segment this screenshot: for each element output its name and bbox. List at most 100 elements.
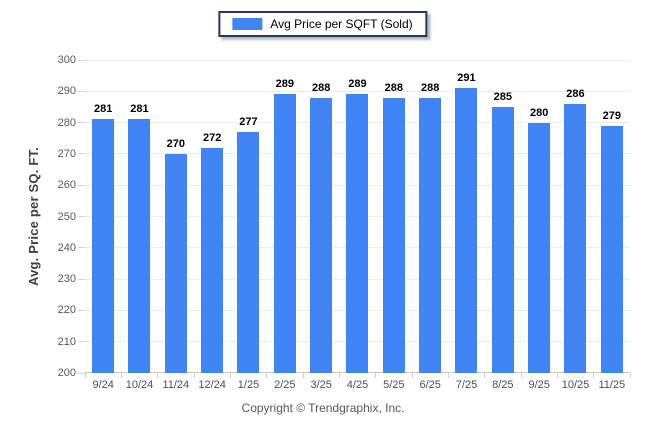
x-category-label-9/24: 9/24 bbox=[92, 379, 114, 391]
gridline-y-290 bbox=[85, 90, 630, 92]
bar-value-label-11/24: 270 bbox=[166, 137, 185, 150]
bar-value-label-2/25: 289 bbox=[275, 78, 294, 91]
y-tick-label-260: 260 bbox=[57, 179, 76, 192]
y-axis-tick-210 bbox=[78, 341, 85, 343]
y-axis-tick-230 bbox=[78, 278, 85, 280]
x-category-label-10/25: 10/25 bbox=[561, 379, 590, 391]
bar-9/25 bbox=[528, 122, 551, 373]
x-axis-boundary-tick bbox=[593, 373, 595, 378]
x-category-label-6/25: 6/25 bbox=[419, 379, 441, 391]
bar-slot-12/24: 272 12/24 bbox=[194, 60, 230, 391]
bar-slot-9/24: 281 9/24 bbox=[85, 60, 121, 391]
y-tick-label-230: 230 bbox=[57, 273, 76, 286]
y-tick-label-270: 270 bbox=[57, 147, 76, 160]
bar-slot-10/24: 281 10/24 bbox=[121, 60, 157, 391]
bar-11/24 bbox=[164, 153, 187, 373]
x-category-label-11/25: 11/25 bbox=[598, 379, 626, 391]
y-axis-tick-labels: 200 210 220 230 240 250 260 270 280 290 300 bbox=[0, 54, 76, 379]
bar-8/25 bbox=[491, 106, 514, 373]
x-category-label-3/25: 3/25 bbox=[310, 379, 332, 391]
bar-3/25 bbox=[310, 97, 333, 373]
y-axis-tick-260 bbox=[78, 184, 85, 186]
x-axis-boundary-tick bbox=[520, 373, 522, 378]
x-category-label-5/25: 5/25 bbox=[383, 379, 405, 391]
bar-slot-10/25: 286 10/25 bbox=[557, 60, 593, 391]
bar-10/24 bbox=[128, 119, 151, 373]
bar-11/25 bbox=[600, 125, 623, 373]
x-axis-boundary-tick bbox=[229, 373, 231, 378]
bar-slot-9/25: 280 9/25 bbox=[521, 60, 557, 391]
bar-9/24 bbox=[92, 119, 115, 373]
y-axis-tick-200 bbox=[78, 372, 85, 374]
plot-area: 281 9/24 281 10/24 270 11/24 272 12/24 277 1/25 28… bbox=[78, 59, 631, 391]
x-category-label-10/24: 10/24 bbox=[125, 379, 154, 391]
x-category-label-12/24: 12/24 bbox=[198, 379, 226, 391]
bar-slot-1/25: 277 1/25 bbox=[230, 60, 266, 391]
bar-value-label-10/25: 286 bbox=[566, 87, 585, 100]
bar-slot-7/25: 291 7/25 bbox=[448, 60, 484, 391]
y-axis-tick-220 bbox=[78, 309, 85, 311]
bar-7/25 bbox=[455, 88, 478, 373]
bar-value-label-9/25: 280 bbox=[529, 106, 549, 119]
footer-copyright: Copyright © Trendgraphix, Inc. bbox=[241, 401, 405, 415]
bar-slot-4/25: 289 4/25 bbox=[339, 60, 375, 391]
bar-slot-8/25: 285 8/25 bbox=[485, 60, 521, 391]
y-axis-tick-240 bbox=[78, 247, 85, 249]
bar-10/25 bbox=[564, 103, 587, 373]
x-category-label-9/25: 9/25 bbox=[528, 379, 550, 391]
bar-value-label-9/24: 281 bbox=[93, 103, 113, 116]
bar-value-label-3/25: 288 bbox=[311, 81, 331, 94]
bar-slot-5/25: 288 5/25 bbox=[376, 60, 412, 391]
x-axis-boundary-tick bbox=[302, 373, 304, 378]
bar-value-label-12/24: 272 bbox=[202, 131, 222, 144]
bar-4/25 bbox=[346, 94, 369, 373]
x-axis-boundary-tick bbox=[84, 373, 86, 378]
x-category-label-2/25: 2/25 bbox=[274, 379, 296, 391]
y-tick-label-250: 250 bbox=[57, 210, 76, 223]
chart-legend: Avg Price per SQFT (Sold) bbox=[218, 11, 428, 37]
bar-value-label-6/25: 288 bbox=[420, 81, 440, 94]
y-tick-label-280: 280 bbox=[57, 116, 76, 129]
x-axis-boundary-tick bbox=[193, 373, 195, 378]
x-axis-boundary-tick bbox=[338, 373, 340, 378]
bar-value-label-8/25: 285 bbox=[493, 90, 512, 103]
y-axis-tick-250 bbox=[78, 216, 85, 217]
bar-value-label-10/24: 281 bbox=[130, 103, 149, 116]
x-axis-boundary-tick bbox=[411, 373, 413, 378]
bar-value-label-1/25: 277 bbox=[239, 116, 258, 128]
y-axis-tick-280 bbox=[78, 122, 85, 124]
y-tick-label-290: 290 bbox=[57, 85, 76, 98]
y-tick-label-210: 210 bbox=[57, 335, 76, 348]
bar-value-label-7/25: 291 bbox=[457, 72, 476, 85]
legend-series-swatch-icon bbox=[232, 18, 263, 30]
y-tick-label-240: 240 bbox=[57, 241, 76, 254]
x-category-label-11/24: 11/24 bbox=[162, 379, 190, 391]
y-axis-tick-290 bbox=[78, 90, 85, 92]
bar-value-label-5/25: 288 bbox=[384, 81, 403, 94]
y-tick-label-220: 220 bbox=[57, 304, 76, 317]
x-category-label-7/25: 7/25 bbox=[455, 379, 478, 391]
x-axis-boundary-tick bbox=[120, 373, 122, 378]
bar-6/25 bbox=[419, 97, 442, 373]
y-axis-tick-300 bbox=[78, 59, 85, 61]
bar-value-label-11/25: 279 bbox=[602, 109, 621, 122]
bar-slot-3/25: 288 3/25 bbox=[303, 60, 339, 391]
bar-slot-11/24: 270 11/24 bbox=[158, 60, 194, 391]
y-tick-label-300: 300 bbox=[57, 54, 76, 66]
bar-1/25 bbox=[237, 132, 260, 373]
legend-series-label: Avg Price per SQFT (Sold) bbox=[270, 17, 413, 31]
bar-slot-2/25: 289 2/25 bbox=[267, 60, 303, 391]
x-category-label-4/25: 4/25 bbox=[346, 379, 369, 391]
x-category-label-1/25: 1/25 bbox=[237, 379, 260, 391]
x-category-label-8/25: 8/25 bbox=[492, 379, 514, 391]
bar-5/25 bbox=[382, 97, 405, 373]
bar-12/24 bbox=[201, 147, 224, 373]
x-axis-boundary-tick bbox=[375, 373, 377, 378]
bar-slot-11/25: 279 11/25 bbox=[594, 60, 630, 391]
x-axis-boundary-tick bbox=[447, 373, 449, 378]
x-axis-boundary-tick bbox=[266, 373, 268, 378]
y-axis-tick-270 bbox=[78, 153, 85, 155]
x-axis-boundary-tick bbox=[484, 373, 486, 378]
bar-value-label-4/25: 289 bbox=[348, 78, 367, 91]
x-axis-boundary-tick bbox=[629, 373, 631, 378]
